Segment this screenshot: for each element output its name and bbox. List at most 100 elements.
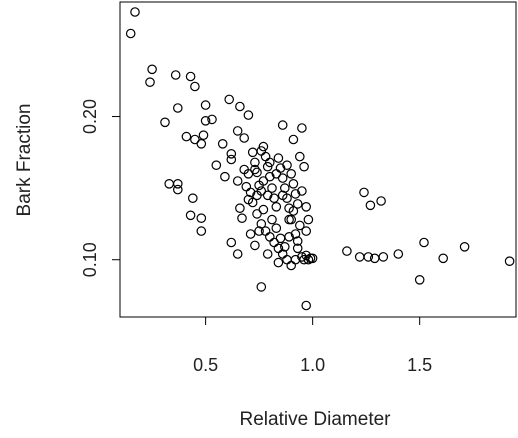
data-point	[235, 203, 245, 213]
data-point	[173, 184, 183, 195]
data-point	[292, 243, 303, 254]
data-point	[414, 274, 425, 285]
data-point	[363, 252, 374, 262]
data-point	[252, 190, 262, 201]
data-point	[224, 94, 234, 105]
data-point	[273, 257, 284, 268]
data-point	[288, 179, 299, 189]
data-point	[196, 213, 207, 223]
x-tick-label: 1.5	[407, 355, 432, 375]
points-layer	[125, 7, 515, 311]
data-point	[232, 249, 243, 259]
data-point	[290, 229, 301, 239]
data-point	[185, 71, 196, 82]
data-point	[271, 223, 282, 233]
data-point	[277, 190, 288, 201]
data-point	[250, 164, 260, 175]
data-point	[252, 167, 262, 178]
data-point	[170, 70, 181, 80]
data-point	[393, 249, 404, 259]
data-point	[130, 7, 140, 17]
data-point	[207, 114, 217, 125]
data-point	[173, 179, 183, 189]
data-point	[188, 193, 198, 203]
data-point	[279, 183, 290, 193]
data-point	[438, 253, 448, 264]
data-point	[307, 253, 318, 264]
data-point	[294, 220, 305, 231]
data-point	[286, 214, 296, 225]
data-point	[258, 204, 269, 215]
data-point	[239, 133, 249, 143]
data-point	[264, 157, 275, 168]
data-point	[288, 134, 299, 145]
data-point	[262, 249, 273, 259]
data-point	[273, 153, 284, 163]
data-point	[459, 242, 470, 252]
data-point	[239, 164, 249, 175]
data-point	[147, 64, 157, 75]
data-point	[279, 242, 290, 252]
y-axis: 0.10 0.20	[80, 99, 120, 277]
data-point	[419, 237, 429, 248]
y-tick-label: 0.20	[80, 99, 100, 134]
data-point	[226, 237, 237, 248]
data-point	[284, 232, 294, 242]
data-point	[252, 209, 262, 219]
data-point	[267, 183, 277, 193]
data-point	[173, 103, 183, 113]
data-point	[303, 254, 314, 265]
data-point	[220, 171, 230, 182]
data-point	[303, 214, 314, 225]
data-point	[297, 186, 307, 196]
data-point	[277, 120, 288, 130]
data-point	[292, 236, 303, 246]
data-point	[342, 246, 352, 256]
data-point	[256, 282, 267, 292]
data-point	[250, 157, 260, 168]
data-point	[286, 169, 296, 179]
x-tick-label: 0.5	[193, 355, 218, 375]
data-point	[198, 130, 209, 140]
data-point	[200, 100, 211, 110]
y-axis-title: Bark Fraction	[14, 104, 35, 217]
data-point	[200, 116, 211, 126]
data-point	[299, 161, 309, 172]
data-point	[243, 194, 254, 205]
data-point	[269, 193, 279, 203]
data-point	[359, 187, 369, 198]
data-point	[292, 199, 303, 209]
data-point	[271, 202, 282, 212]
data-point	[145, 77, 155, 87]
data-point	[271, 169, 282, 179]
data-point	[235, 101, 245, 112]
data-point	[301, 300, 311, 311]
data-point	[365, 200, 376, 211]
data-point	[226, 154, 237, 165]
data-point	[258, 176, 269, 186]
data-point	[297, 123, 307, 133]
data-point	[181, 131, 192, 142]
data-point	[211, 160, 222, 170]
data-point	[294, 151, 305, 162]
data-point	[237, 213, 247, 223]
data-point	[504, 256, 515, 266]
x-axis: 0.5 1.0 1.5	[193, 317, 432, 375]
data-point	[232, 176, 243, 186]
x-tick-label: 1.0	[300, 355, 325, 375]
data-point	[262, 190, 273, 201]
data-point	[243, 110, 254, 120]
data-point	[254, 226, 264, 236]
data-point	[241, 181, 252, 192]
y-tick-label: 0.10	[80, 242, 100, 277]
data-point	[288, 206, 299, 216]
data-point	[196, 226, 207, 236]
data-point	[185, 210, 196, 221]
data-point	[190, 134, 200, 145]
data-point	[290, 254, 301, 265]
data-point	[378, 252, 389, 262]
x-axis-title: Relative Diameter	[240, 409, 392, 430]
data-point	[301, 202, 311, 212]
